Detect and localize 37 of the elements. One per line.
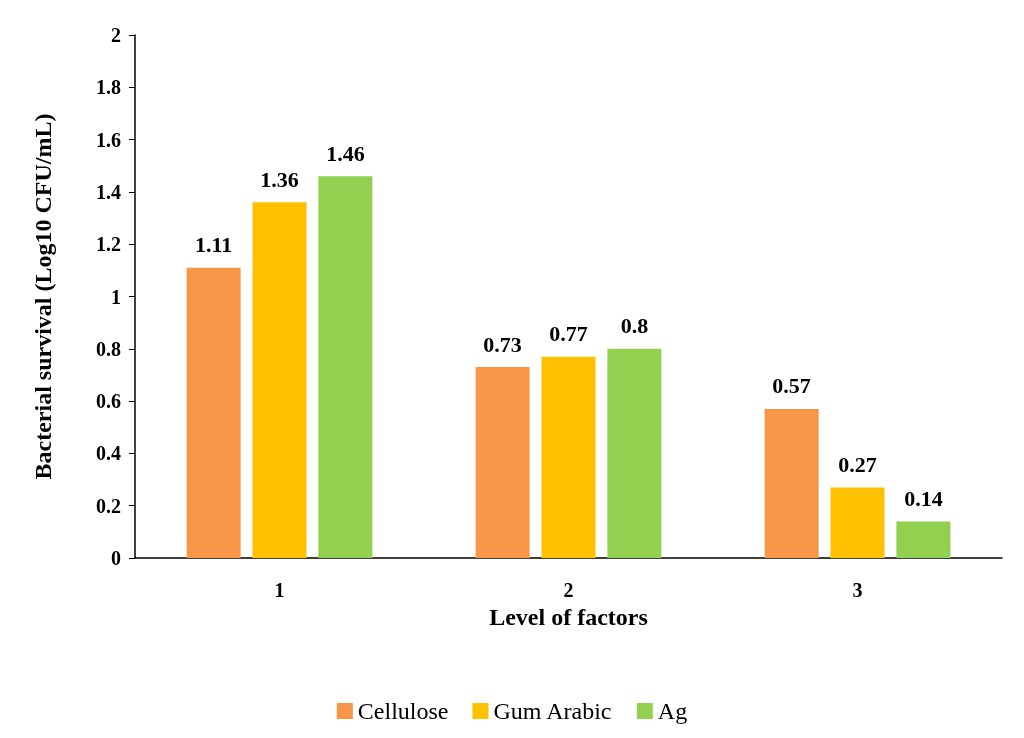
bar [830,487,885,558]
legend-label: Ag [657,698,688,724]
data-label: 0.77 [549,321,588,347]
y-tick-label: 1.6 [96,128,121,151]
y-tick-label: 0.4 [96,442,121,465]
x-axis-title: Level of factors [489,603,648,630]
y-tick-label: 0.6 [96,390,121,413]
data-label: 0.73 [483,331,522,357]
bar [252,202,307,558]
bar [764,408,819,558]
data-label: 0.57 [772,373,811,399]
data-label: 1.11 [194,232,233,258]
bar [896,521,951,558]
y-tick-label: 1.8 [96,76,121,99]
x-tick-label: 2 [563,579,574,601]
bar [186,267,241,558]
legend-label: Gum Arabic [493,698,612,724]
y-axis-title: Bacterial survival (Log10 CFU/mL) [30,113,56,480]
y-tick-label: 1.4 [96,180,121,203]
bar [541,356,596,558]
data-label: 0.14 [904,485,943,511]
x-tick-label: 3 [852,579,863,601]
legend-label: Cellulose [357,698,449,724]
y-tick-label: 0.8 [96,337,121,360]
y-tick-label: 1 [111,285,121,308]
data-label: 0.8 [620,313,649,339]
bar [318,176,373,558]
y-tick-label: 1.2 [96,233,121,256]
bar [475,367,530,558]
y-tick-label: 2 [111,24,121,46]
data-label: 1.46 [326,140,365,166]
data-label: 1.36 [260,166,299,192]
y-tick-label: 0.2 [96,494,121,517]
data-label: 0.27 [838,451,877,477]
x-tick-label: 1 [274,579,285,601]
y-tick-label: 0 [111,547,121,569]
bar [607,348,662,558]
